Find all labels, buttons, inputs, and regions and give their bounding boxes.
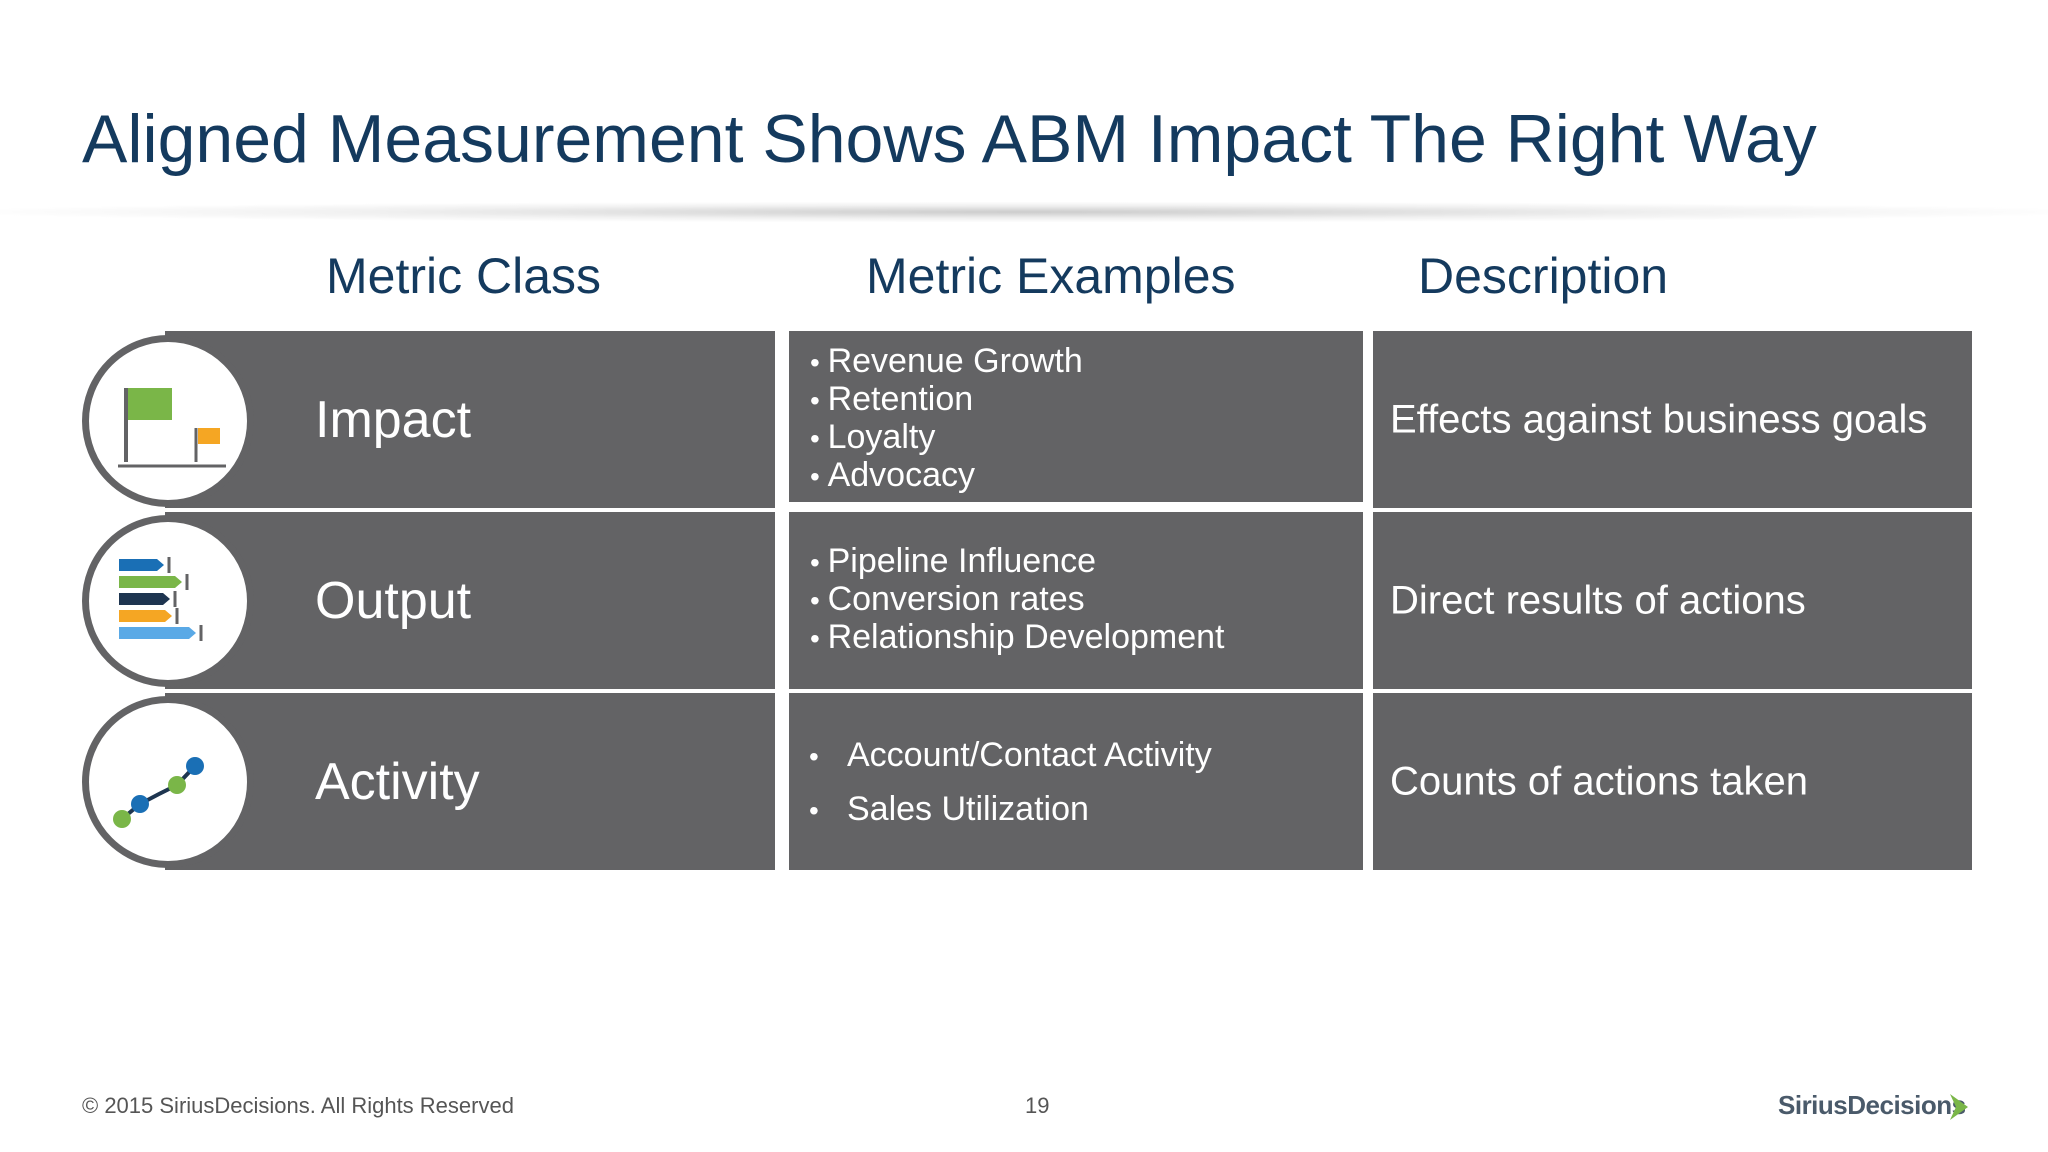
flags-icon <box>82 335 254 507</box>
metric-examples-cell-activity: Account/Contact Activity Sales Utilizati… <box>789 693 1363 870</box>
example-item: Revenue Growth <box>810 343 1363 381</box>
metric-class-cell-impact: Impact <box>165 331 775 508</box>
example-item: Relationship Development <box>810 619 1363 657</box>
description-text: Counts of actions taken <box>1390 759 1809 803</box>
header-metric-examples: Metric Examples <box>866 248 1236 304</box>
metric-examples-cell-impact: Revenue Growth Retention Loyalty Advocac… <box>789 331 1363 502</box>
description-cell-activity: Counts of actions taken <box>1373 693 1972 870</box>
company-logo: SiriusDecisions <box>1778 1090 1966 1120</box>
description-cell-impact: Effects against business goals <box>1373 331 1972 508</box>
header-metric-class: Metric Class <box>326 248 602 304</box>
title-divider <box>0 202 2048 222</box>
example-item: Sales Utilization <box>809 783 1363 837</box>
metric-class-label: Impact <box>315 390 472 449</box>
metric-class-label: Output <box>315 571 472 630</box>
description-cell-output: Direct results of actions <box>1373 512 1972 689</box>
example-item: Loyalty <box>810 419 1363 457</box>
description-text: Direct results of actions <box>1390 578 1806 622</box>
metric-class-label: Activity <box>315 752 480 811</box>
header-description: Description <box>1418 248 1669 304</box>
copyright-text: © 2015 SiriusDecisions. All Rights Reser… <box>82 1093 514 1118</box>
line-trend-icon <box>82 696 254 868</box>
chevron-right-icon <box>1950 1094 1968 1120</box>
example-item: Advocacy <box>810 457 1363 495</box>
description-text: Effects against business goals <box>1390 397 1928 441</box>
bar-arrows-icon <box>82 515 254 687</box>
metric-class-cell-output: Output <box>165 512 775 689</box>
page-number: 19 <box>1025 1093 1050 1118</box>
example-item: Retention <box>810 381 1363 419</box>
example-item: Pipeline Influence <box>810 543 1363 581</box>
example-item: Account/Contact Activity <box>809 729 1363 783</box>
metric-class-cell-activity: Activity <box>165 693 775 870</box>
slide-title: Aligned Measurement Shows ABM Impact The… <box>82 101 1817 177</box>
metric-examples-cell-output: Pipeline Influence Conversion rates Rela… <box>789 512 1363 689</box>
example-item: Conversion rates <box>810 581 1363 619</box>
